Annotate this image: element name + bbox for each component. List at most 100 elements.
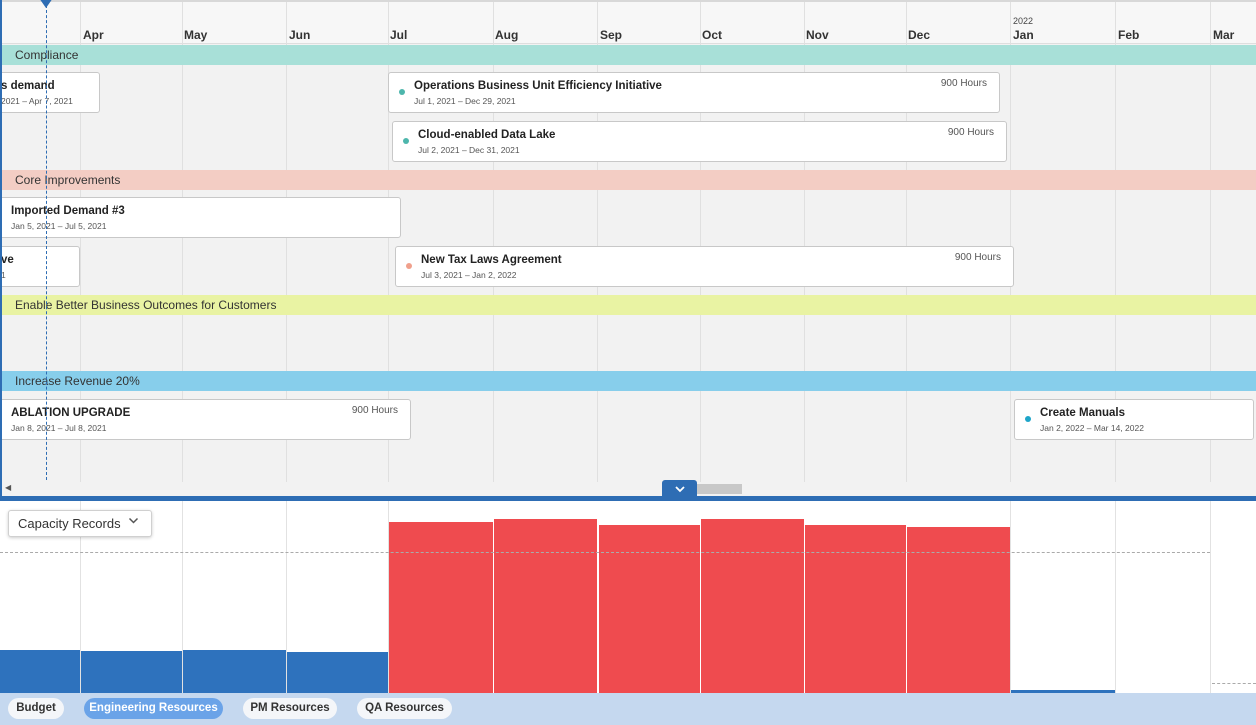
demand-card[interactable]: New Tax Laws Agreement Jul 3, 2021 – Jan…	[395, 246, 1014, 287]
horizontal-scrollbar-thumb[interactable]	[697, 484, 742, 494]
month-gridline	[597, 2, 598, 482]
group-compliance[interactable]: Compliance	[0, 45, 1256, 65]
left-edge	[0, 0, 2, 497]
status-dot-icon	[403, 138, 409, 144]
demand-card[interactable]: ABLATION UPGRADE Jan 8, 2021 – Jul 8, 20…	[0, 399, 411, 440]
month-label: Sep	[600, 28, 623, 42]
month-gridline	[1115, 2, 1116, 482]
group-core-improvements[interactable]: Core Improvements	[0, 170, 1256, 190]
capacity-threshold-line	[0, 552, 1210, 553]
today-marker-icon[interactable]	[39, 0, 53, 8]
card-title: Cloud-enabled Data Lake	[418, 129, 556, 141]
month-gridline	[700, 2, 701, 482]
demand-card[interactable]: Operations Business Unit Efficiency Init…	[388, 72, 1000, 113]
month-label: Jul	[390, 28, 408, 42]
demand-card[interactable]: s demand 2021 – Apr 7, 2021	[0, 72, 100, 113]
card-hours: 900 Hours	[940, 78, 987, 89]
card-dates: Jan 8, 2021 – Jul 8, 2021	[11, 423, 107, 433]
month-gridline	[286, 2, 287, 482]
capacity-records-dropdown[interactable]: Capacity Records	[8, 510, 152, 537]
month-gridline	[493, 2, 494, 482]
group-better-business-outcomes[interactable]: Enable Better Business Outcomes for Cust…	[0, 295, 1256, 315]
tab-budget[interactable]: Budget	[8, 698, 64, 719]
card-title: ve	[1, 254, 14, 266]
capacity-bar-over[interactable]	[389, 522, 493, 693]
dropdown-label: Capacity Records	[18, 516, 121, 531]
demand-card[interactable]: ve 1	[0, 246, 80, 287]
demand-card[interactable]: Cloud-enabled Data Lake Jul 2, 2021 – De…	[392, 121, 1007, 162]
capacity-gridline	[1010, 501, 1011, 693]
month-label: May	[184, 28, 208, 42]
collapse-panel-button[interactable]	[662, 480, 697, 497]
month-gridline	[182, 2, 183, 482]
scroll-left-arrow-icon[interactable]: ◀	[5, 483, 12, 492]
card-hours: 900 Hours	[954, 252, 1001, 263]
year-label: 2022	[1013, 16, 1034, 26]
card-hours: 900 Hours	[947, 127, 994, 138]
capacity-bar-over[interactable]	[907, 527, 1010, 693]
card-dates: Jan 2, 2022 – Mar 14, 2022	[1040, 423, 1144, 433]
capacity-bar[interactable]	[1011, 690, 1115, 693]
card-dates: Jan 5, 2021 – Jul 5, 2021	[11, 221, 107, 231]
chevron-down-icon	[128, 511, 139, 536]
month-label: Aug	[495, 28, 519, 42]
card-title: Imported Demand #3	[11, 205, 125, 217]
card-title: ABLATION UPGRADE	[11, 407, 131, 419]
resource-tab-bar: Budget Engineering Resources PM Resource…	[0, 693, 1256, 725]
card-dates: Jul 2, 2021 – Dec 31, 2021	[418, 145, 520, 155]
card-dates: 2021 – Apr 7, 2021	[1, 96, 73, 106]
capacity-bar[interactable]	[81, 651, 182, 693]
card-title: Create Manuals	[1040, 407, 1126, 419]
month-label: Jan	[1013, 28, 1034, 42]
chevron-down-icon	[674, 486, 685, 493]
capacity-threshold-line	[1212, 683, 1256, 684]
demand-card[interactable]: Imported Demand #3 Jan 5, 2021 – Jul 5, …	[0, 197, 401, 238]
roadmap-timeline: Apr May Jun Jul Aug Sep Oct Nov Dec 2022…	[0, 0, 1256, 497]
month-gridline	[80, 2, 81, 482]
timeline-header	[0, 0, 1256, 44]
capacity-bar-over[interactable]	[494, 519, 597, 693]
capacity-bar-over[interactable]	[701, 519, 804, 693]
demand-card[interactable]: Create Manuals Jan 2, 2022 – Mar 14, 202…	[1014, 399, 1254, 440]
card-dates: 1	[1, 270, 6, 280]
month-gridline	[804, 2, 805, 482]
status-dot-icon	[1025, 416, 1031, 422]
card-dates: Jul 3, 2021 – Jan 2, 2022	[421, 270, 517, 280]
capacity-bar[interactable]	[287, 652, 388, 693]
capacity-gridline	[1210, 501, 1211, 693]
month-label: Nov	[806, 28, 829, 42]
month-gridline	[906, 2, 907, 482]
status-dot-icon	[399, 89, 405, 95]
status-dot-icon	[406, 263, 412, 269]
capacity-gridline	[286, 501, 287, 693]
capacity-gridline	[388, 501, 389, 693]
tab-pm-resources[interactable]: PM Resources	[243, 698, 337, 719]
month-label: Jun	[289, 28, 311, 42]
capacity-bar[interactable]	[183, 650, 286, 693]
tab-engineering-resources[interactable]: Engineering Resources	[84, 698, 223, 719]
group-increase-revenue[interactable]: Increase Revenue 20%	[0, 371, 1256, 391]
capacity-panel: Capacity Records	[0, 501, 1256, 693]
card-title: s demand	[1, 80, 55, 92]
month-label: Feb	[1118, 28, 1140, 42]
capacity-bar[interactable]	[0, 650, 80, 693]
month-label: Dec	[908, 28, 931, 42]
capacity-gridline	[80, 501, 81, 693]
month-label: Oct	[702, 28, 723, 42]
panel-splitter[interactable]	[0, 496, 1256, 501]
month-label: Apr	[83, 28, 104, 42]
card-hours: 900 Hours	[351, 405, 398, 416]
month-gridline	[1210, 2, 1211, 482]
card-dates: Jul 1, 2021 – Dec 29, 2021	[414, 96, 516, 106]
capacity-bar-over[interactable]	[805, 525, 906, 693]
card-title: New Tax Laws Agreement	[421, 254, 562, 266]
tab-qa-resources[interactable]: QA Resources	[357, 698, 452, 719]
capacity-bar-over[interactable]	[599, 525, 700, 693]
card-title: Operations Business Unit Efficiency Init…	[414, 80, 662, 92]
month-label: Mar	[1213, 28, 1235, 42]
today-line	[46, 0, 47, 480]
month-gridline	[1010, 2, 1011, 482]
capacity-gridline	[182, 501, 183, 693]
capacity-gridline	[1115, 501, 1116, 693]
